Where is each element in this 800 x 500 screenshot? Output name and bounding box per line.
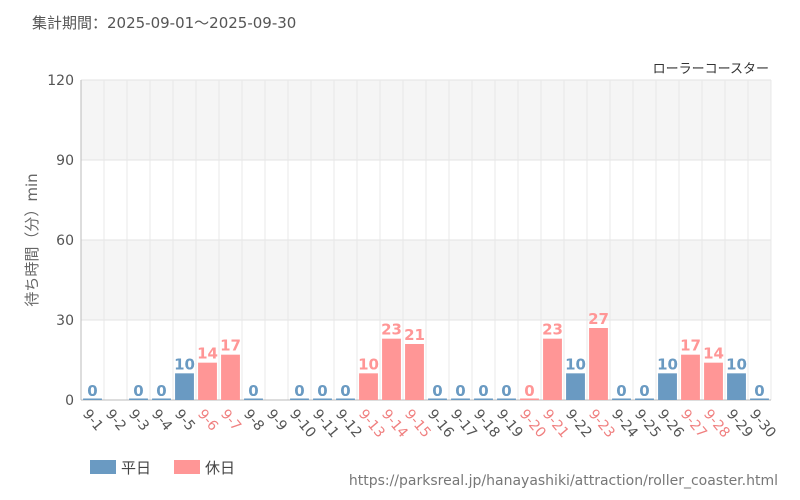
bar — [290, 398, 309, 400]
bar — [497, 398, 516, 400]
bar-value-label: 0 — [156, 382, 166, 400]
x-tick-label: 9-9 — [263, 406, 290, 434]
bar-value-label: 0 — [133, 382, 143, 400]
y-tick-label: 60 — [56, 233, 74, 249]
bar-value-label: 0 — [754, 382, 764, 400]
x-tick-label: 9-3 — [125, 406, 152, 434]
bar — [83, 398, 102, 400]
bar — [428, 398, 447, 400]
bar — [750, 398, 769, 400]
bar-value-label: 0 — [248, 382, 258, 400]
x-tick-label: 9-5 — [171, 406, 198, 434]
y-tick-label: 0 — [65, 393, 74, 409]
source-url: https://parksreal.jp/hanayashiki/attract… — [348, 473, 778, 489]
bar-value-label: 0 — [524, 382, 534, 400]
bar — [129, 398, 148, 400]
bar-value-label: 0 — [501, 382, 511, 400]
bar-value-label: 10 — [726, 355, 747, 373]
bar — [589, 328, 608, 400]
bar-value-label: 14 — [197, 345, 218, 363]
bar-value-label: 0 — [478, 382, 488, 400]
bar — [681, 354, 700, 400]
y-tick-label: 30 — [56, 313, 74, 329]
bar — [612, 398, 631, 400]
x-tick-label: 9-1 — [79, 406, 106, 434]
bar — [727, 373, 746, 400]
bar — [635, 398, 654, 400]
bar-value-label: 0 — [455, 382, 465, 400]
bar — [474, 398, 493, 400]
bar — [543, 338, 562, 400]
bar — [152, 398, 171, 400]
bar-value-label: 0 — [87, 382, 97, 400]
y-tick-label: 90 — [56, 153, 74, 169]
bar-value-label: 23 — [542, 321, 563, 339]
bar-value-label: 0 — [432, 382, 442, 400]
x-tick-label: 9-4 — [148, 406, 175, 434]
bar-value-label: 10 — [358, 355, 379, 373]
bar-value-label: 0 — [340, 382, 350, 400]
y-tick-label: 120 — [47, 73, 74, 89]
bar-value-label: 23 — [381, 321, 402, 339]
bar — [704, 362, 723, 400]
bar-value-label: 17 — [220, 337, 241, 355]
bar-value-label: 21 — [404, 326, 425, 344]
bar-value-label: 10 — [174, 355, 195, 373]
bar-value-label: 0 — [294, 382, 304, 400]
chart-title: ローラーコースター — [653, 62, 769, 77]
bar — [658, 373, 677, 400]
bar — [359, 373, 378, 400]
legend-label-weekday: 平日 — [121, 459, 151, 477]
period-label: 集計期間：2025-09-01～2025-09-30 — [32, 14, 297, 32]
bar — [313, 398, 332, 400]
bar — [175, 373, 194, 400]
bar — [451, 398, 470, 400]
y-axis-title: 待ち時間（分）min — [23, 173, 41, 306]
bar — [382, 338, 401, 400]
bar — [405, 344, 424, 400]
bar-value-label: 17 — [680, 337, 701, 355]
bar — [520, 398, 539, 400]
bar — [244, 398, 263, 400]
bar-value-label: 14 — [703, 345, 724, 363]
legend-label-holiday: 休日 — [205, 459, 235, 477]
bar — [566, 373, 585, 400]
x-tick-label: 9-8 — [240, 406, 267, 434]
bar-value-label: 10 — [657, 355, 678, 373]
bar-value-label: 0 — [616, 382, 626, 400]
bar-value-label: 27 — [588, 310, 609, 328]
bar-value-label: 0 — [639, 382, 649, 400]
bar-value-label: 0 — [317, 382, 327, 400]
legend-swatch-weekday — [90, 460, 116, 474]
bar-value-label: 10 — [565, 355, 586, 373]
x-tick-label: 9-6 — [194, 406, 221, 434]
x-tick-label: 9-7 — [217, 406, 244, 434]
x-tick-label: 9-2 — [102, 406, 129, 434]
bar — [198, 362, 217, 400]
bar — [336, 398, 355, 400]
legend-swatch-holiday — [174, 460, 200, 474]
bar — [221, 354, 240, 400]
